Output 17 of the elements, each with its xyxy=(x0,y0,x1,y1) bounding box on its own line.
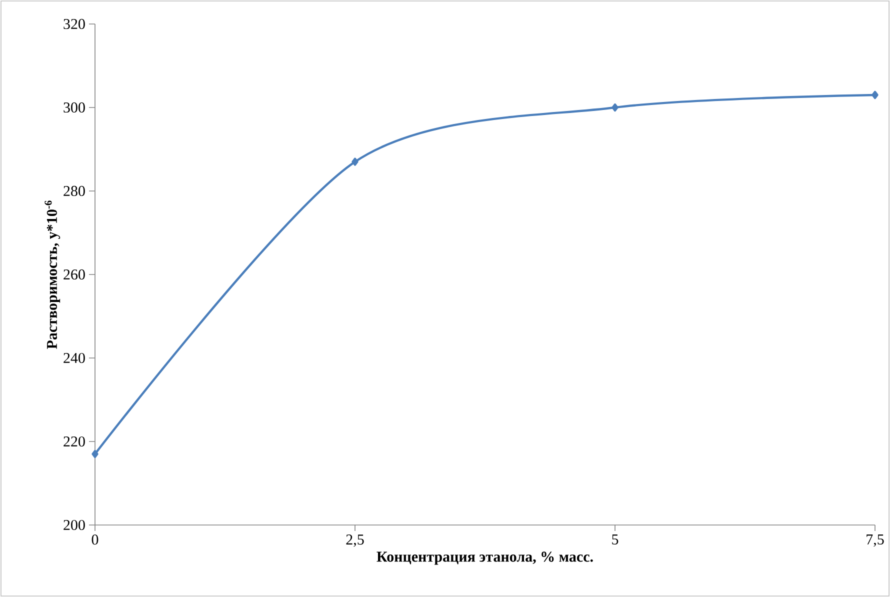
point xyxy=(92,450,98,458)
y-axis-title: Растворимость, y*10$^{-6}$ xyxy=(44,200,60,349)
x-axis-title: Концентрация этанола, % масс. xyxy=(376,552,593,565)
point xyxy=(612,103,618,112)
y-tick-label: 260 xyxy=(64,269,85,280)
x-tick-label: 5 xyxy=(612,534,618,544)
point xyxy=(872,90,878,100)
x-tick-label: 0 xyxy=(92,534,98,545)
y-tick-label: 220 xyxy=(64,436,85,447)
x-tick-label: 2,5 xyxy=(346,534,364,547)
y-tick-label: 240 xyxy=(64,352,85,364)
x-tick-label: 7,5 xyxy=(866,534,884,547)
y-tick-label: 280 xyxy=(64,186,85,196)
y-tick-label: 200 xyxy=(64,520,85,530)
y-tick-label: 300 xyxy=(64,102,85,113)
y-tick-label: 320 xyxy=(64,18,85,30)
point xyxy=(352,158,358,166)
